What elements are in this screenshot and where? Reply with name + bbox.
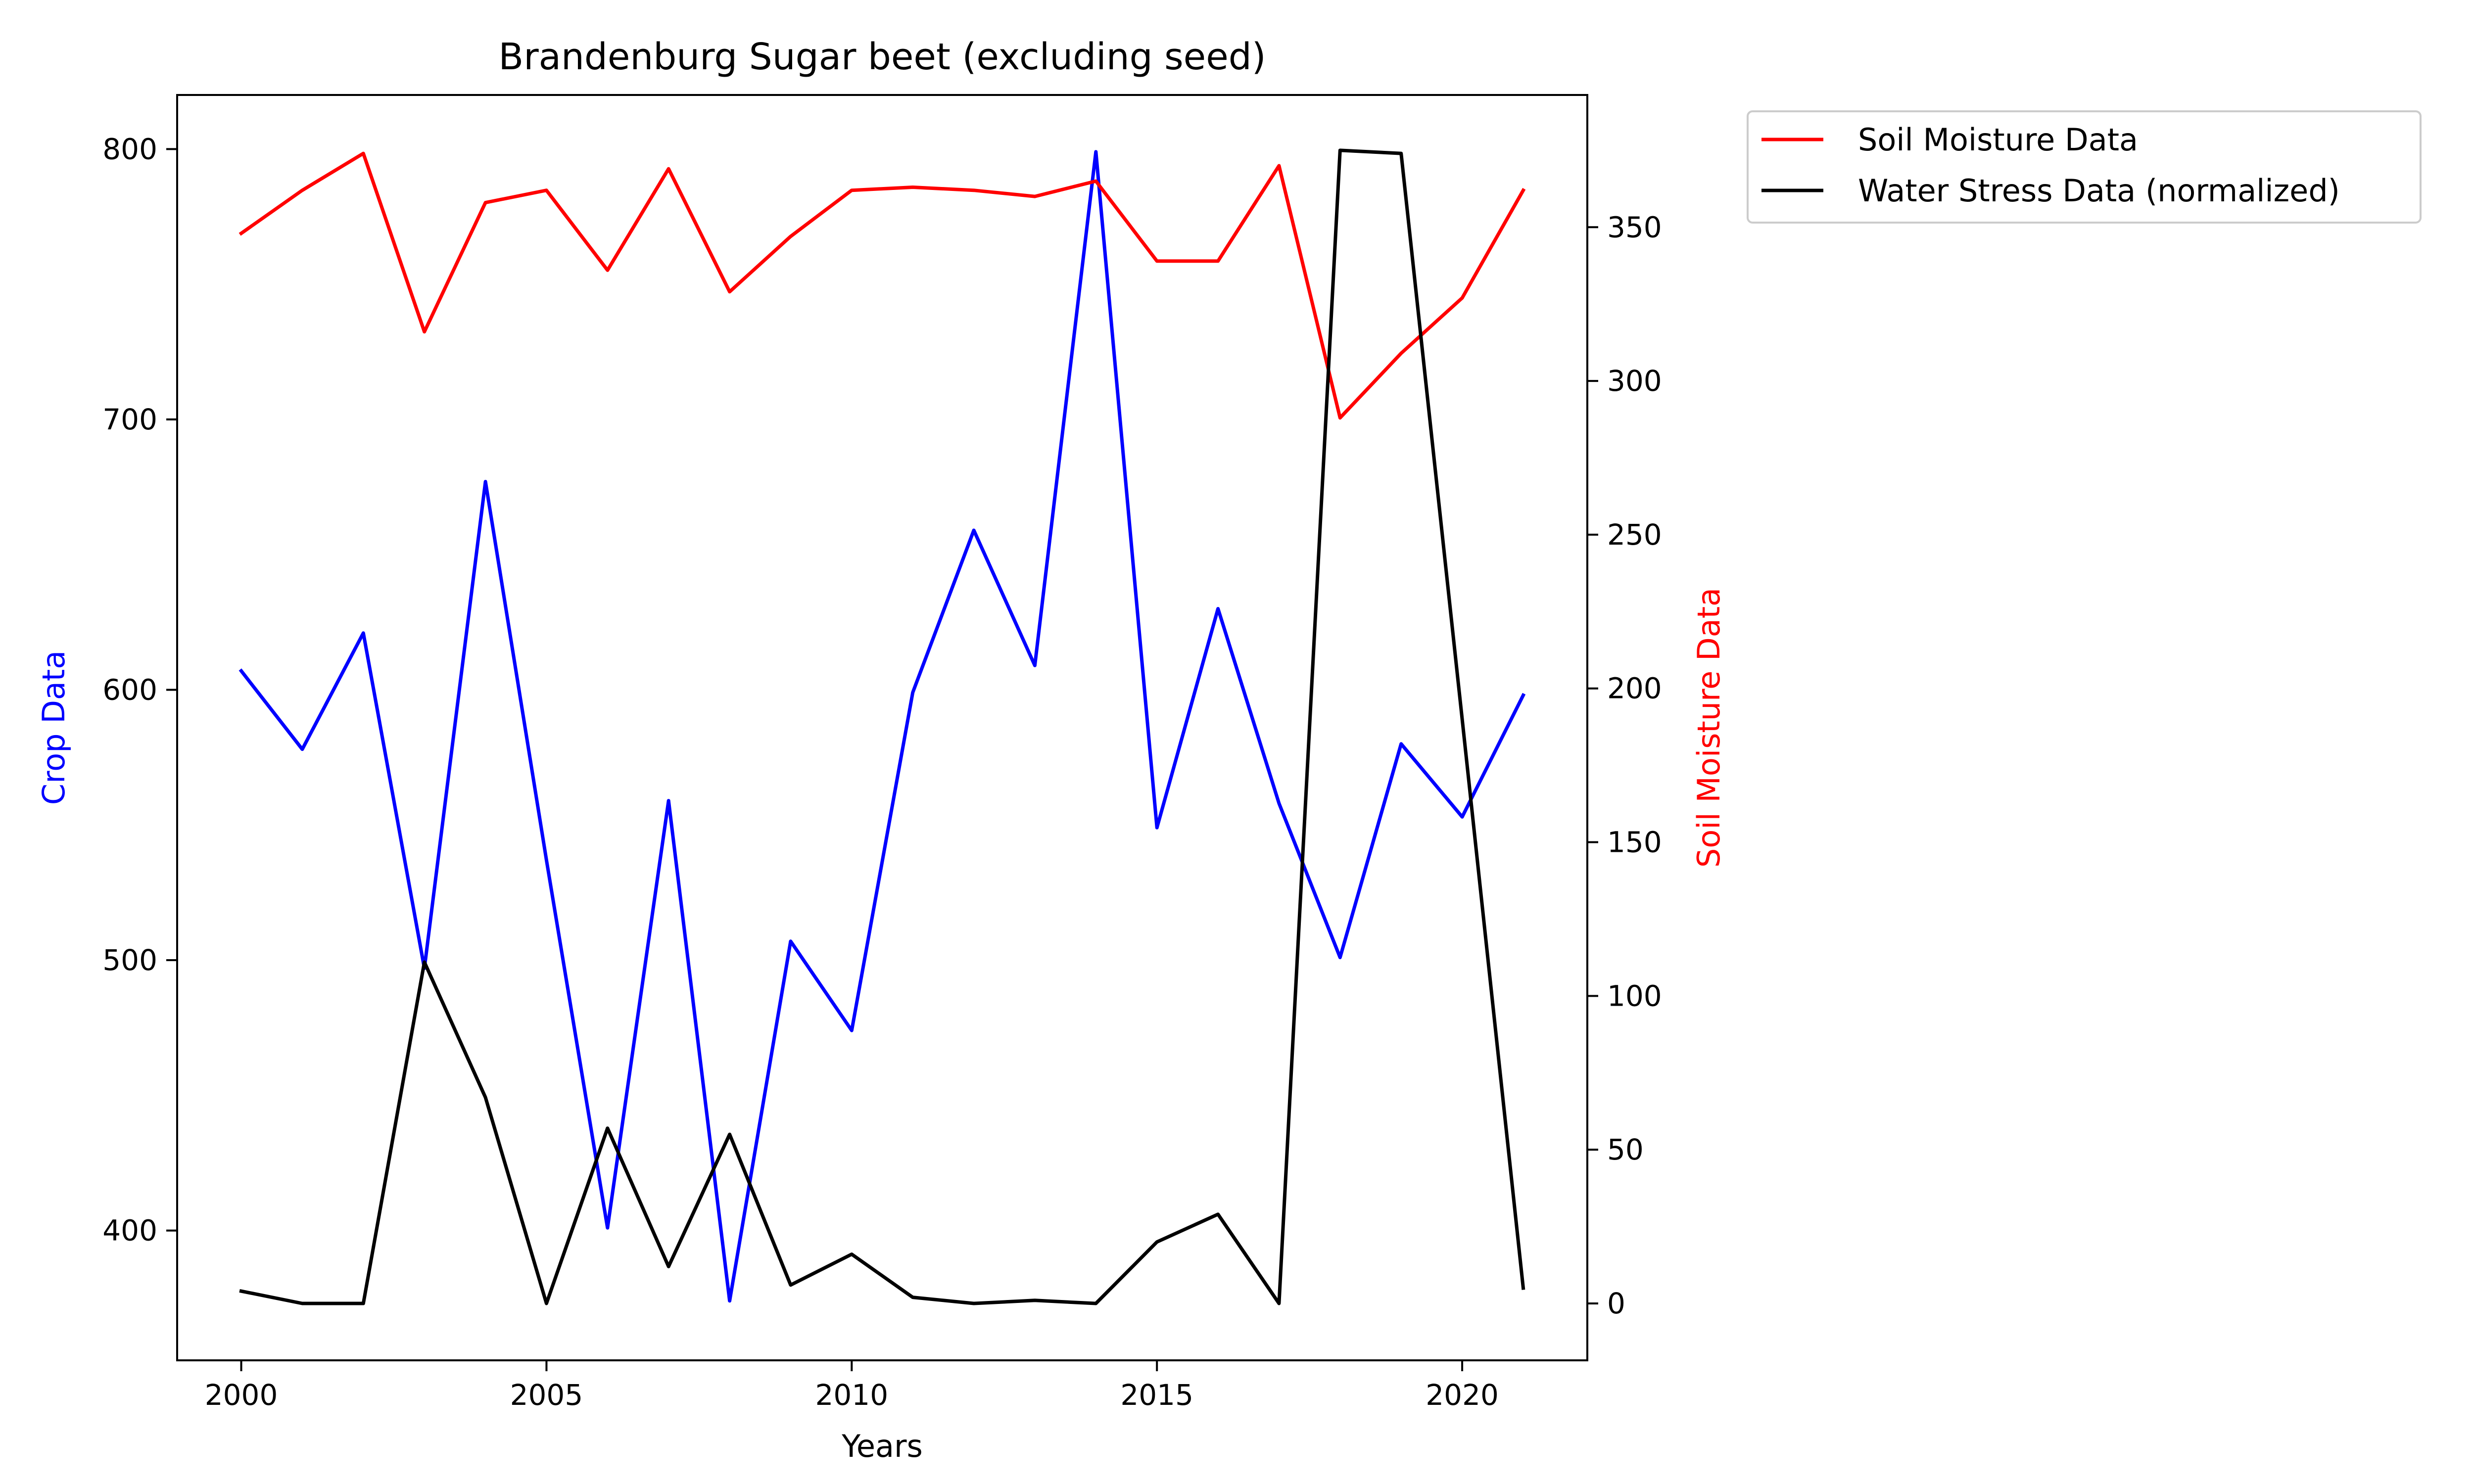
y-right-tick-label: 100 [1607, 979, 1662, 1013]
y-left-tick-label: 400 [102, 1214, 157, 1248]
series-line-water-stress-data-normalized [239, 148, 1525, 1305]
y-axis-left-label: Crop Data [36, 650, 72, 805]
x-tick-label: 2015 [1120, 1378, 1193, 1412]
y-right-tick-label: 350 [1607, 210, 1662, 244]
y-right-tick-label: 0 [1607, 1287, 1625, 1320]
legend-box [1747, 110, 2422, 224]
x-tick-label: 2010 [815, 1378, 889, 1412]
legend-label-soil-moisture: Soil Moisture Data [1858, 122, 2138, 158]
y-axis-right-label: Soil Moisture Data [1691, 588, 1727, 868]
chart-title: Brandenburg Sugar beet (excluding seed) [498, 36, 1266, 78]
x-tick-label: 2020 [1426, 1378, 1499, 1412]
y-right-tick-label: 200 [1607, 672, 1662, 705]
y-right-tick-label: 250 [1607, 518, 1662, 552]
y-left-tick-label: 800 [102, 132, 157, 166]
y-axis-right: 0 50 100 150 200 250 300 350 [1587, 210, 1662, 1320]
series-line-soil-moisture-data [238, 151, 1526, 420]
plot-frame [176, 94, 1588, 1361]
y-axis-left: 400 500 600 700 800 [102, 132, 177, 1248]
plot-lines [238, 148, 1526, 1305]
x-tick-label: 2005 [510, 1378, 583, 1412]
series-line-crop-data [238, 150, 1526, 1303]
y-left-tick-label: 700 [102, 403, 157, 436]
y-right-tick-label: 150 [1607, 826, 1662, 859]
y-right-tick-label: 300 [1607, 364, 1662, 398]
y-left-tick-label: 600 [102, 673, 157, 706]
y-right-tick-label: 50 [1607, 1133, 1644, 1166]
y-left-tick-label: 500 [102, 943, 157, 977]
legend-label-water-stress: Water Stress Data (normalized) [1858, 173, 2340, 209]
x-axis-label: Years [841, 1428, 923, 1464]
x-tick-label: 2000 [205, 1378, 278, 1412]
legend: Soil Moisture Data Water Stress Data (no… [1747, 110, 2422, 224]
x-axis: 2000 2005 2010 2015 2020 [205, 1360, 1499, 1412]
